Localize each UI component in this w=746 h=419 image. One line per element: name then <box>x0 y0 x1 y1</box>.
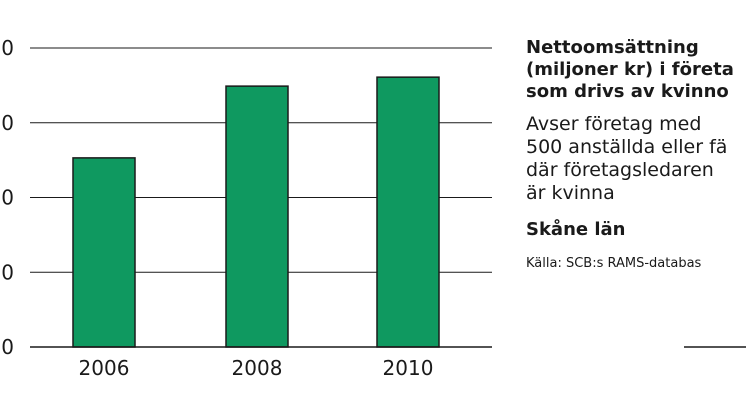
y-tick-label: 0 <box>1 335 14 359</box>
bars <box>72 76 440 348</box>
panel-description-line: är kvinna <box>526 182 615 204</box>
panel-title: Nettoomsättning (miljoner kr) i företa s… <box>526 37 746 103</box>
y-tick-label: 00 <box>0 36 14 60</box>
panel-title-line: som drivs av kvinno <box>526 81 729 102</box>
y-axis-tick-labels: 000000000 <box>0 36 14 359</box>
y-tick-label: 00 <box>0 260 14 284</box>
x-tick-label: 2006 <box>79 356 130 380</box>
info-panel: Nettoomsättning (miljoner kr) i företa s… <box>526 37 746 272</box>
panel-source: Källa: SCB:s RAMS-databas <box>526 256 702 271</box>
y-tick-label: 00 <box>0 186 14 210</box>
x-tick-label: 2008 <box>232 356 283 380</box>
x-tick-label: 2010 <box>383 356 434 380</box>
y-tick-label: 00 <box>0 111 14 135</box>
panel-region: Skåne län <box>526 219 626 240</box>
panel-description-line: 500 anställda eller fä <box>526 136 728 158</box>
x-axis-tick-labels: 2006 2008 2010 <box>79 356 434 380</box>
panel-title-line: Nettoomsättning <box>526 37 699 58</box>
bar-2008 <box>225 85 289 348</box>
panel-title-line: (miljoner kr) i företa <box>526 59 734 80</box>
bar-2010 <box>376 76 440 348</box>
panel-description-line: Avser företag med <box>526 113 702 135</box>
bar-2006 <box>72 157 136 348</box>
panel-description-line: där företagsledaren <box>526 159 714 181</box>
panel-description: Avser företag med 500 anställda eller fä… <box>526 113 746 205</box>
